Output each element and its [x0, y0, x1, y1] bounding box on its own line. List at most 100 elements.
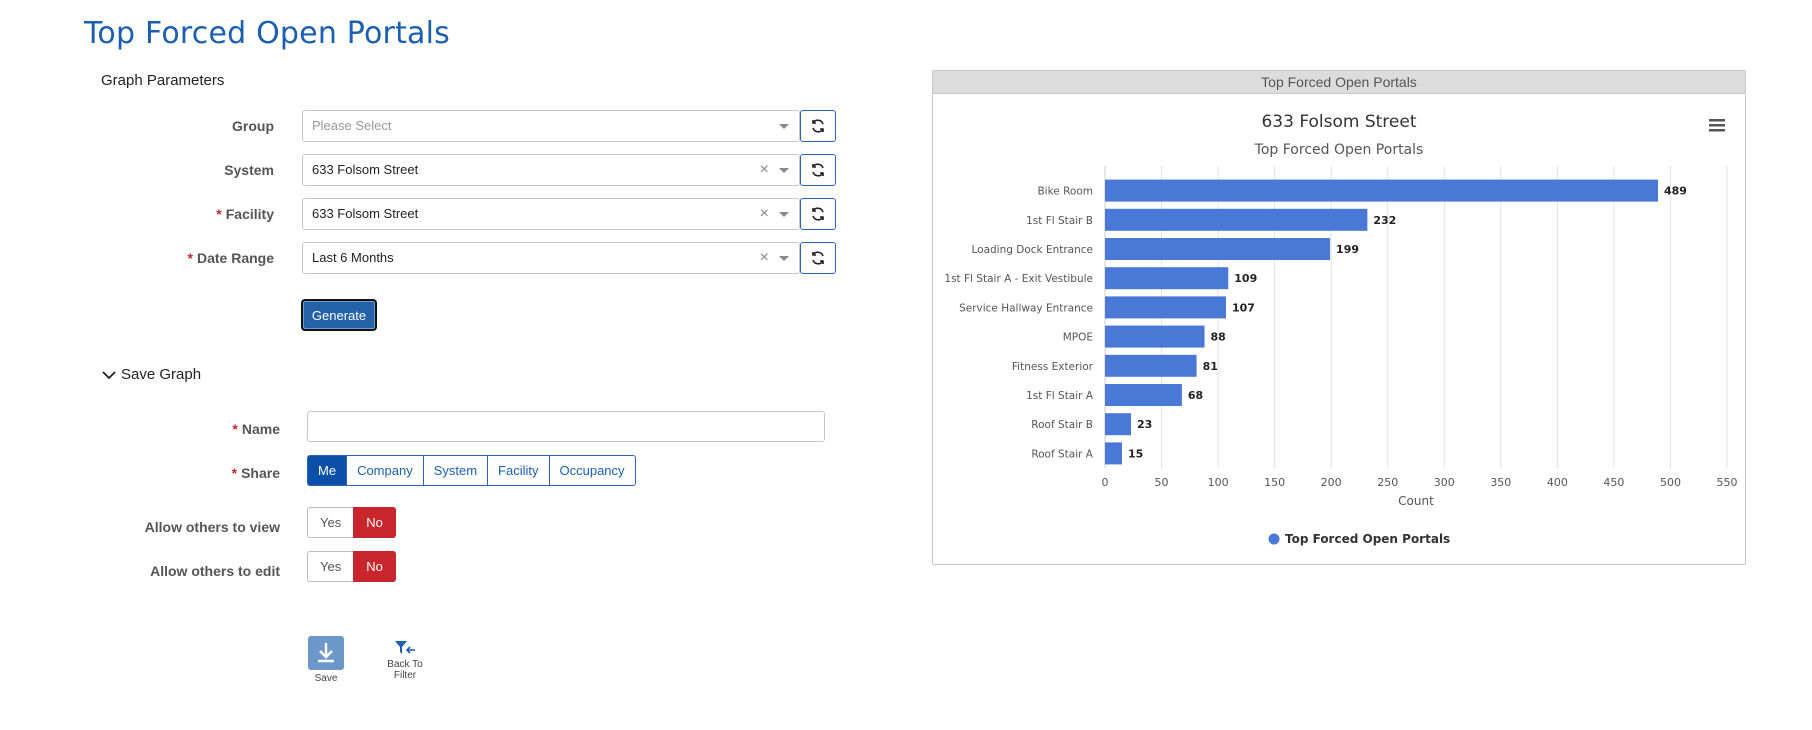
bar	[1105, 296, 1227, 319]
clear-icon[interactable]: ×	[759, 161, 769, 178]
category-label: Bike Room	[1037, 186, 1093, 198]
facility-value: 633 Folsom Street	[312, 206, 419, 221]
name-input[interactable]	[307, 411, 825, 442]
filter-back-icon	[395, 641, 415, 654]
bar	[1105, 413, 1132, 436]
allow-view-yes-button[interactable]: Yes	[307, 507, 355, 538]
name-row: * Name	[0, 413, 840, 445]
name-label: Name	[241, 421, 280, 437]
menu-icon[interactable]	[1709, 119, 1725, 132]
chart-panel-header: Top Forced Open Portals	[933, 71, 1745, 94]
facility-refresh-button[interactable]	[800, 198, 836, 230]
bar	[1105, 325, 1205, 348]
facility-select[interactable]: 633 Folsom Street ×	[302, 198, 800, 230]
allow-edit-label: Allow others to edit	[150, 563, 280, 579]
data-label: 15	[1128, 447, 1143, 460]
x-tick-label: 50	[1155, 476, 1169, 489]
chart-subtitle: Top Forced Open Portals	[1254, 142, 1424, 158]
download-icon	[308, 636, 344, 670]
group-row: Group Please Select	[0, 110, 840, 142]
x-tick-label: 500	[1660, 476, 1681, 489]
refresh-icon	[812, 163, 824, 177]
clear-icon[interactable]: ×	[759, 249, 769, 266]
save-graph-label: Save Graph	[121, 366, 202, 383]
allow-edit-yes-button[interactable]: Yes	[307, 551, 355, 582]
group-label: Group	[232, 118, 274, 134]
refresh-icon	[812, 119, 824, 133]
bar	[1105, 179, 1659, 202]
x-tick-label: 350	[1490, 476, 1511, 489]
date-range-refresh-button[interactable]	[800, 242, 836, 274]
data-label: 489	[1664, 185, 1687, 198]
category-label: 1st Fl Stair A	[1026, 390, 1094, 402]
system-select[interactable]: 633 Folsom Street ×	[302, 154, 800, 186]
save-action-label: Save	[314, 673, 338, 684]
bar	[1105, 238, 1331, 260]
system-label: System	[224, 162, 274, 178]
date-range-row: * Date Range Last 6 Months ×	[0, 242, 840, 274]
chart-panel: Top Forced Open Portals 633 Folsom Stree…	[932, 70, 1746, 565]
allow-edit-no-button[interactable]: No	[353, 551, 396, 582]
category-label: Roof Stair B	[1031, 419, 1093, 431]
data-label: 23	[1137, 418, 1152, 431]
group-select[interactable]: Please Select	[302, 110, 800, 142]
required-mark: *	[187, 250, 193, 266]
data-label: 199	[1336, 243, 1359, 256]
x-tick-label: 100	[1208, 476, 1229, 489]
share-me-button[interactable]: Me	[307, 455, 348, 486]
share-company-button[interactable]: Company	[346, 455, 424, 486]
date-range-value: Last 6 Months	[312, 250, 394, 265]
facility-label: Facility	[225, 206, 274, 222]
x-tick-label: 0	[1102, 476, 1109, 489]
page-title: Top Forced Open Portals	[84, 16, 450, 51]
x-tick-label: 450	[1603, 476, 1624, 489]
data-label: 68	[1188, 389, 1203, 402]
chevron-down-icon	[102, 370, 116, 379]
system-refresh-button[interactable]	[800, 154, 836, 186]
chevron-down-icon[interactable]	[779, 124, 789, 129]
back-to-filter-label-1: Back To	[387, 659, 423, 670]
x-axis-title: Count	[1398, 494, 1434, 508]
x-tick-label: 150	[1264, 476, 1285, 489]
group-placeholder: Please Select	[312, 118, 392, 133]
x-tick-label: 400	[1547, 476, 1568, 489]
x-tick-label: 250	[1377, 476, 1398, 489]
category-label: 1st Fl Stair B	[1026, 215, 1093, 227]
generate-button[interactable]: Generate	[301, 299, 377, 331]
date-range-select[interactable]: Last 6 Months ×	[302, 242, 800, 274]
back-to-filter-action[interactable]: Back To Filter	[384, 640, 426, 681]
bar	[1105, 267, 1229, 290]
save-action[interactable]: Save	[306, 636, 346, 684]
share-facility-button[interactable]: Facility	[487, 455, 550, 486]
category-label: Service Hallway Entrance	[959, 302, 1093, 314]
group-refresh-button[interactable]	[800, 110, 836, 142]
legend-marker	[1268, 533, 1280, 545]
category-label: Loading Dock Entrance	[971, 244, 1093, 256]
data-label: 109	[1234, 272, 1257, 285]
share-options: Me Company System Facility Occupancy	[307, 455, 636, 486]
share-system-button[interactable]: System	[422, 455, 489, 486]
share-row: * Share	[0, 457, 840, 489]
clear-icon[interactable]: ×	[759, 205, 769, 222]
category-label: 1st Fl Stair A - Exit Vestibule	[944, 273, 1093, 285]
save-graph-toggle[interactable]: Save Graph	[101, 366, 201, 383]
bar	[1105, 354, 1197, 377]
category-label: Fitness Exterior	[1012, 361, 1094, 373]
facility-row: * Facility 633 Folsom Street ×	[0, 198, 840, 230]
chevron-down-icon[interactable]	[779, 212, 789, 217]
allow-view-no-button[interactable]: No	[353, 507, 396, 538]
data-label: 88	[1211, 331, 1226, 344]
chevron-down-icon[interactable]	[779, 256, 789, 261]
required-mark: *	[216, 206, 222, 222]
category-label: Roof Stair A	[1031, 448, 1093, 460]
back-to-filter-label-2: Filter	[393, 670, 417, 681]
share-occupancy-button[interactable]: Occupancy	[548, 455, 636, 486]
required-mark: *	[232, 421, 238, 437]
allow-edit-toggle: Yes No	[307, 551, 396, 582]
legend-label: Top Forced Open Portals	[1285, 532, 1450, 546]
x-tick-label: 300	[1434, 476, 1455, 489]
chevron-down-icon[interactable]	[779, 168, 789, 173]
chart-title: 633 Folsom Street	[1261, 112, 1416, 132]
x-tick-label: 550	[1717, 476, 1738, 489]
refresh-icon	[812, 251, 824, 265]
